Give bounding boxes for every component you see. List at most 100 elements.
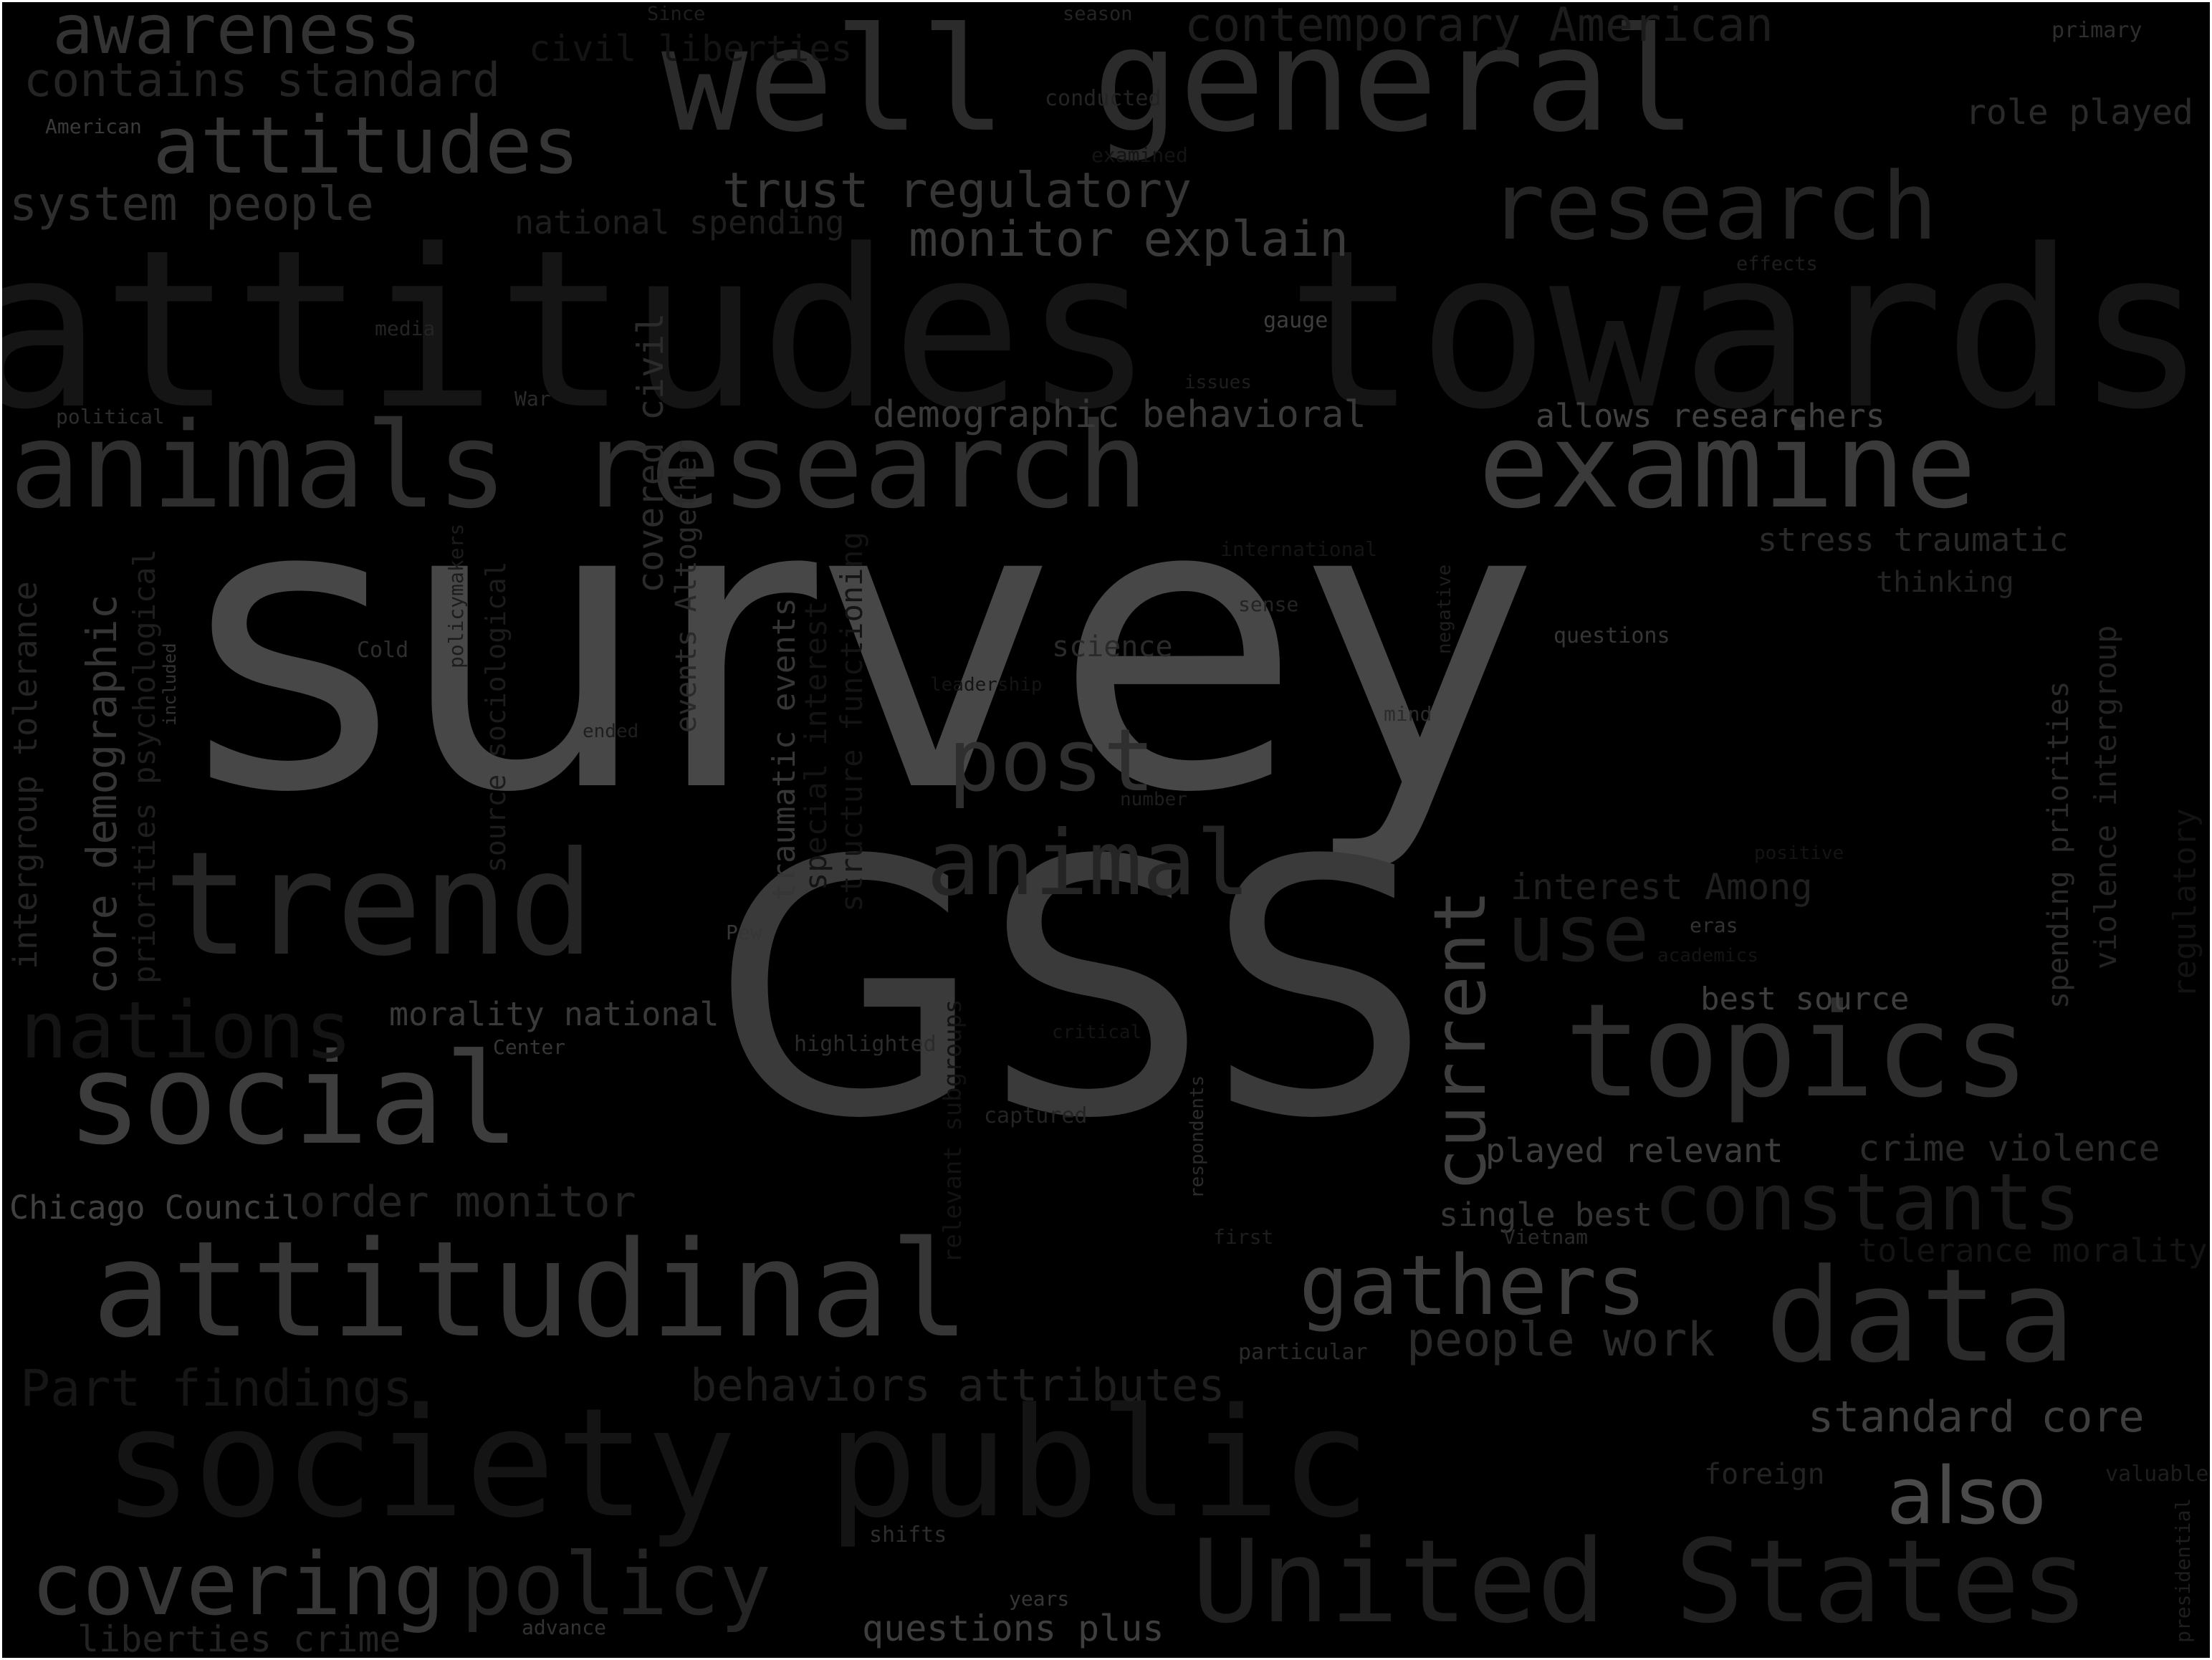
word-relevant-subgroups: relevant subgroups [939,999,967,1263]
word-social: social [67,1027,520,1173]
word-awareness: awareness [52,2,421,69]
word-american: American [45,115,142,138]
word-mind: mind [1384,702,1432,726]
word-use: use [1507,888,1650,979]
word-sense: sense [1238,592,1299,616]
word-post: post [948,711,1155,811]
word-covered-civil: covered civil [630,312,671,593]
word-international: international [1220,537,1378,561]
word-stress-traumatic: stress traumatic [1758,521,2069,559]
word-season: season [1063,3,1133,25]
word-morality-national: morality national [389,995,719,1033]
word-issues: issues [1184,372,1252,393]
word-attitudes-towards: attitudes towards [2,203,2207,457]
word-attitudinal: attitudinal [92,1212,970,1367]
word-contains-standard: contains standard [24,54,501,107]
word-standard-core: standard core [1808,1392,2145,1442]
word-examined: examined [1091,143,1188,167]
word-source-sociological: source sociological [480,561,512,873]
word-foreign: foreign [1704,1458,1825,1491]
word-included: included [160,643,180,726]
word-vietnam: Vietnam [1503,1225,1589,1249]
word-years: years [1009,1587,1070,1611]
word-effects: effects [1736,253,1818,275]
word-positive: positive [1754,843,1844,864]
word-critical: critical [1052,1022,1142,1043]
word-demographic-behavioral: demographic behavioral [873,393,1366,436]
word-media: media [375,317,436,340]
word-leadership: leadership [930,674,1043,696]
word-intergroup-tolerance: intergroup tolerance [6,581,44,969]
word-eras: eras [1690,913,1738,937]
word-examine: examine [1478,397,1977,534]
word-since: Since [647,3,706,25]
word-behaviors-attributes: behaviors attributes [690,1359,1225,1411]
word-topics: topics [1564,977,2031,1126]
word-liberties-crime: liberties crime [77,1618,401,1658]
word-respondents: respondents [1187,1075,1208,1199]
word-monitor-explain: monitor explain [909,211,1349,268]
word-structure-functioning: structure functioning [834,531,869,912]
word-negative: negative [1434,564,1455,654]
word-core-demographic: core demographic [77,594,126,994]
word-science: science [1052,630,1173,663]
word-ended: ended [583,721,639,742]
word-research: research [1489,152,1938,261]
word-particular: particular [1238,1340,1368,1365]
word-thinking: thinking [1876,566,2014,599]
word-part-findings: Part findings [20,1359,413,1418]
word-questions: questions [1553,623,1670,648]
word-role-played: role played [1966,92,2193,133]
word-questions-plus: questions plus [862,1608,1164,1649]
word-chicago-council: Chicago Council [9,1189,301,1227]
word-pew: Pew [726,921,762,944]
word-allows-researchers: allows researchers [1536,397,1885,435]
word-national-spending: national spending [514,203,845,241]
word-shifts: shifts [869,1522,947,1548]
word-survey: survey [188,413,1539,881]
word-nations: nations [20,984,353,1076]
word-priorities-psychological: priorities psychological [127,549,162,984]
word-war: War [514,387,551,411]
word-trend: trend [163,821,595,988]
word-number: number [1120,789,1187,810]
word-policy: policy [461,1535,772,1635]
word-captured: captured [984,1103,1088,1128]
word-played-relevant: played relevant [1485,1131,1784,1170]
word-constants: constants [1654,1156,2082,1248]
word-conducted: conducted [1045,86,1162,111]
word-also: also [1887,1450,2046,1542]
word-violence-intergroup: violence intergroup [2088,625,2123,969]
word-political: political [56,405,165,428]
word-gss: GSS [712,786,1430,1195]
word-people-work: people work [1407,1313,1715,1367]
word-crime-violence: crime violence [1858,1128,2160,1169]
word-valuable: valuable [2105,1462,2209,1487]
word-cold: Cold [357,638,409,663]
word-special-interest: special interest [798,600,833,891]
word-highlighted: highlighted [794,1032,937,1057]
word-system-people: system people [9,178,374,231]
word-center: Center [493,1035,566,1059]
word-spending-priorities: spending priorities [2042,681,2075,1009]
word-traumatic-events: traumatic events [766,598,803,901]
word-attitudes: attitudes [153,100,580,191]
word-first: first [1213,1225,1274,1249]
word-gathers: gathers [1299,1238,1647,1334]
word-civil-liberties: civil liberties [529,28,853,69]
word-primary: primary [2051,18,2142,43]
word-contemporary-american: contemporary American [1184,2,1773,52]
word-presidential: presidential [2171,1497,2195,1643]
word-best-source: best source [1700,981,1910,1017]
word-well-general: well general [661,2,1697,164]
word-covering: covering [31,1535,445,1635]
word-single-best: single best [1439,1196,1653,1234]
word-interest-among: interest Among [1510,866,1813,908]
word-united-states: United States [1192,1515,2089,1649]
word-data: data [1765,1242,2076,1391]
word-order-monitor: order monitor [300,1177,636,1227]
word-events-altogether: events Altogether [670,439,703,733]
word-academics: academics [1657,945,1758,966]
word-trust-regulatory: trust regulatory [722,163,1192,219]
